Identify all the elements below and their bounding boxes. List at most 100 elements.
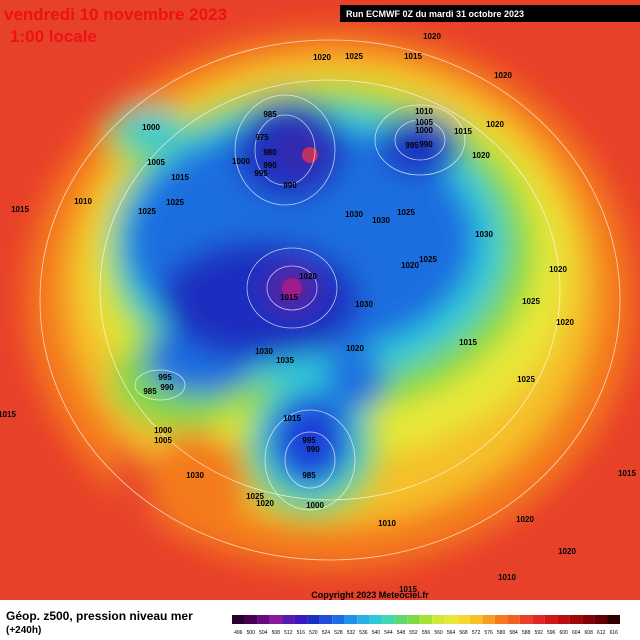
- colorbar-swatch: [344, 615, 358, 624]
- colorbar-label: 512: [284, 630, 293, 636]
- low-center: [302, 147, 318, 163]
- colorbar: 496 500 504 508 512 516 520 524 528 532 536 540 544 5…: [232, 615, 620, 636]
- colorbar-label: 608: [585, 630, 594, 636]
- pressure-label: 1020: [486, 120, 504, 129]
- colorbar-swatch: [444, 615, 458, 624]
- colorbar-label: 504: [259, 630, 268, 636]
- pressure-label: 985: [143, 387, 157, 396]
- colorbar-swatch: [482, 615, 495, 624]
- pressure-label: 1025: [246, 492, 264, 501]
- pressure-label: 1030: [186, 471, 204, 480]
- colorbar-swatch: [294, 615, 308, 624]
- colorbar-label: 496: [234, 630, 243, 636]
- colorbar-label: 580: [497, 630, 506, 636]
- pressure-label: 1010: [498, 573, 516, 582]
- pressure-label: 1005: [415, 118, 433, 127]
- colorbar-swatch: [432, 615, 445, 624]
- pressure-label: 985: [263, 110, 277, 119]
- colorbar-label: 552: [409, 630, 418, 636]
- pressure-label: 1015: [11, 205, 29, 214]
- geopotential-field: [25, 30, 635, 570]
- colorbar-swatch: [407, 615, 420, 624]
- colorbar-swatch: [594, 615, 608, 624]
- colorbar-swatch: [319, 615, 333, 624]
- copyright: Copyright 2023 Meteociel.fr: [311, 590, 429, 600]
- colorbar-swatch: [382, 615, 395, 624]
- colorbar-swatch: [332, 615, 345, 624]
- pressure-label: 990: [160, 383, 174, 392]
- pressure-label: 1025: [345, 52, 363, 61]
- pressure-label: 1010: [378, 519, 396, 528]
- colorbar-swatch: [532, 615, 545, 624]
- pressure-label: 1030: [475, 230, 493, 239]
- colorbar-label: 612: [597, 630, 606, 636]
- colorbar-swatch: [457, 615, 470, 624]
- map-title: vendredi 10 novembre 2023: [4, 5, 227, 24]
- pressure-label: 990: [419, 140, 433, 149]
- pressure-label: 1020: [472, 151, 490, 160]
- colorbar-label: 576: [484, 630, 493, 636]
- pressure-label: 1005: [147, 158, 165, 167]
- pressure-label: 1015: [404, 52, 422, 61]
- pressure-label: 1020: [549, 265, 567, 274]
- colorbar-label: 528: [334, 630, 343, 636]
- colorbar-label: 532: [347, 630, 356, 636]
- colorbar-swatch: [232, 615, 245, 624]
- colorbar-swatch: [269, 615, 283, 624]
- run-info: Run ECMWF 0Z du mardi 31 octobre 2023: [346, 9, 524, 19]
- pressure-label: 1020: [401, 261, 419, 270]
- pressure-label: 995: [254, 169, 268, 178]
- colorbar-swatch: [394, 615, 408, 624]
- colorbar-swatch: [307, 615, 320, 624]
- colorbar-label: 536: [359, 630, 368, 636]
- colorbar-swatch: [557, 615, 570, 624]
- pressure-label: 1015: [283, 414, 301, 423]
- colorbar-swatch: [282, 615, 295, 624]
- colorbar-label: 616: [610, 630, 619, 636]
- colorbar-swatch: [244, 615, 258, 624]
- pressure-label: 1015: [454, 127, 472, 136]
- pressure-label: 1000: [415, 126, 433, 135]
- pressure-label: 1020: [423, 32, 441, 41]
- pressure-label: 1025: [138, 207, 156, 216]
- lead-time: (+240h): [6, 625, 41, 636]
- pressure-label: 1005: [154, 436, 172, 445]
- colorbar-swatch: [569, 615, 583, 624]
- colorbar-label: 596: [547, 630, 556, 636]
- colorbar-swatch: [419, 615, 433, 624]
- pressure-label: 1020: [558, 547, 576, 556]
- colorbar-label: 516: [297, 630, 306, 636]
- pressure-label: 1020: [313, 53, 331, 62]
- colorbar-swatch: [582, 615, 595, 624]
- pressure-label: 1015: [459, 338, 477, 347]
- pressure-label: 1020: [256, 499, 274, 508]
- pressure-label: 1015: [399, 585, 417, 594]
- run-banner: [340, 5, 640, 22]
- pressure-label: 990: [263, 161, 277, 170]
- colorbar-label: 560: [434, 630, 443, 636]
- pressure-label: 980: [263, 148, 277, 157]
- isobars: [39, 39, 621, 561]
- pressure-label: 1035: [276, 356, 294, 365]
- colorbar-label: 548: [397, 630, 406, 636]
- pressure-label: 1025: [522, 297, 540, 306]
- pressure-label: 995: [158, 373, 172, 382]
- pressure-label: 1020: [299, 272, 317, 281]
- colorbar-swatch: [607, 615, 620, 624]
- pressure-label: 1020: [516, 515, 534, 524]
- pressure-label: 1025: [397, 208, 415, 217]
- pressure-label: 1030: [355, 300, 373, 309]
- colorbar-label: 604: [572, 630, 581, 636]
- colorbar-label: 568: [459, 630, 468, 636]
- colorbar-label: 584: [509, 630, 518, 636]
- pressure-label: 1030: [372, 216, 390, 225]
- colorbar-swatch: [519, 615, 533, 624]
- colorbar-swatch: [257, 615, 270, 624]
- colorbar-swatch: [544, 615, 558, 624]
- pressure-label: 990: [283, 181, 297, 190]
- colorbar-label: 520: [309, 630, 318, 636]
- pressure-label: 990: [306, 445, 320, 454]
- colorbar-label: 592: [534, 630, 543, 636]
